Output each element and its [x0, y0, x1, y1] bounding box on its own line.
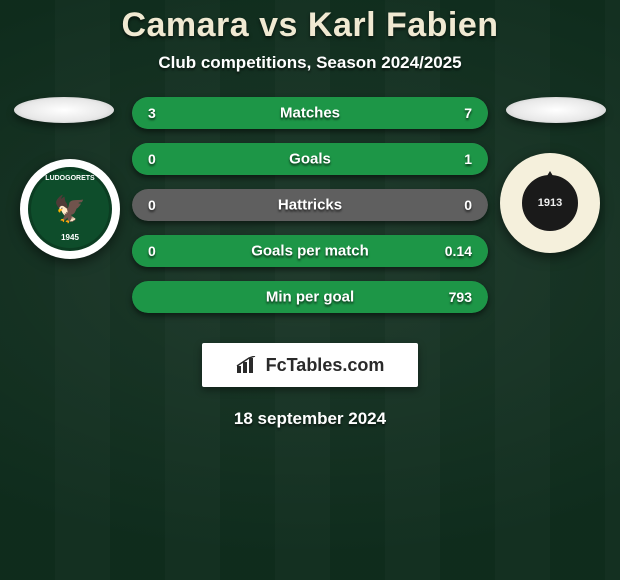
stat-bar: Hattricks 0 0	[132, 189, 488, 221]
stat-value-left: 0	[148, 197, 156, 213]
stat-label: Goals per match	[251, 243, 369, 260]
brand-watermark: FcTables.com	[202, 343, 418, 387]
bar-chart-icon	[236, 356, 258, 374]
stat-bar: Goals 0 1	[132, 143, 488, 175]
right-player-column: 1913	[500, 97, 620, 253]
left-player-silhouette	[14, 97, 114, 123]
left-club-year: 1945	[61, 233, 79, 242]
comparison-card: Camara vs Karl Fabien Club competitions,…	[0, 0, 620, 580]
stat-value-left: 0	[148, 243, 156, 259]
right-player-silhouette	[506, 97, 606, 123]
comparison-row: LUDOGORETS 🦅 1945 Matches 3 7 Goals 0 1 Hattri…	[0, 97, 620, 327]
stat-label: Goals	[289, 151, 331, 168]
comparison-title: Camara vs Karl Fabien	[0, 6, 620, 45]
stat-value-left: 0	[148, 151, 156, 167]
content-wrap: Camara vs Karl Fabien Club competitions,…	[0, 0, 620, 429]
stat-label: Matches	[280, 105, 340, 122]
right-club-badge: 1913	[500, 153, 600, 253]
stat-value-left: 3	[148, 105, 156, 121]
stat-bar: Min per goal 793	[132, 281, 488, 313]
stat-bars-container: Matches37Goals01Hattricks00Goals per mat…	[120, 97, 500, 327]
comparison-subtitle: Club competitions, Season 2024/2025	[0, 53, 620, 73]
stat-value-right: 0.14	[445, 243, 472, 259]
right-club-badge-inner: 1913	[506, 159, 594, 247]
stat-value-right: 7	[464, 105, 472, 121]
stat-label: Min per goal	[266, 289, 354, 306]
stat-label: Hattricks	[278, 197, 342, 214]
left-club-arc-text: LUDOGORETS	[45, 175, 94, 182]
stat-value-right: 0	[464, 197, 472, 213]
left-player-column: LUDOGORETS 🦅 1945	[0, 97, 120, 259]
stat-value-right: 793	[449, 289, 472, 305]
right-club-year: 1913	[538, 197, 562, 209]
eagle-icon: 🦅	[54, 196, 86, 222]
left-club-badge-inner: LUDOGORETS 🦅 1945	[28, 167, 112, 251]
stat-bar: Goals per match 0 0.14	[132, 235, 488, 267]
stat-value-right: 1	[464, 151, 472, 167]
brand-text: FcTables.com	[266, 355, 385, 376]
stat-bar: Matches 3 7	[132, 97, 488, 129]
comparison-date: 18 september 2024	[0, 409, 620, 429]
left-club-badge: LUDOGORETS 🦅 1945	[20, 159, 120, 259]
